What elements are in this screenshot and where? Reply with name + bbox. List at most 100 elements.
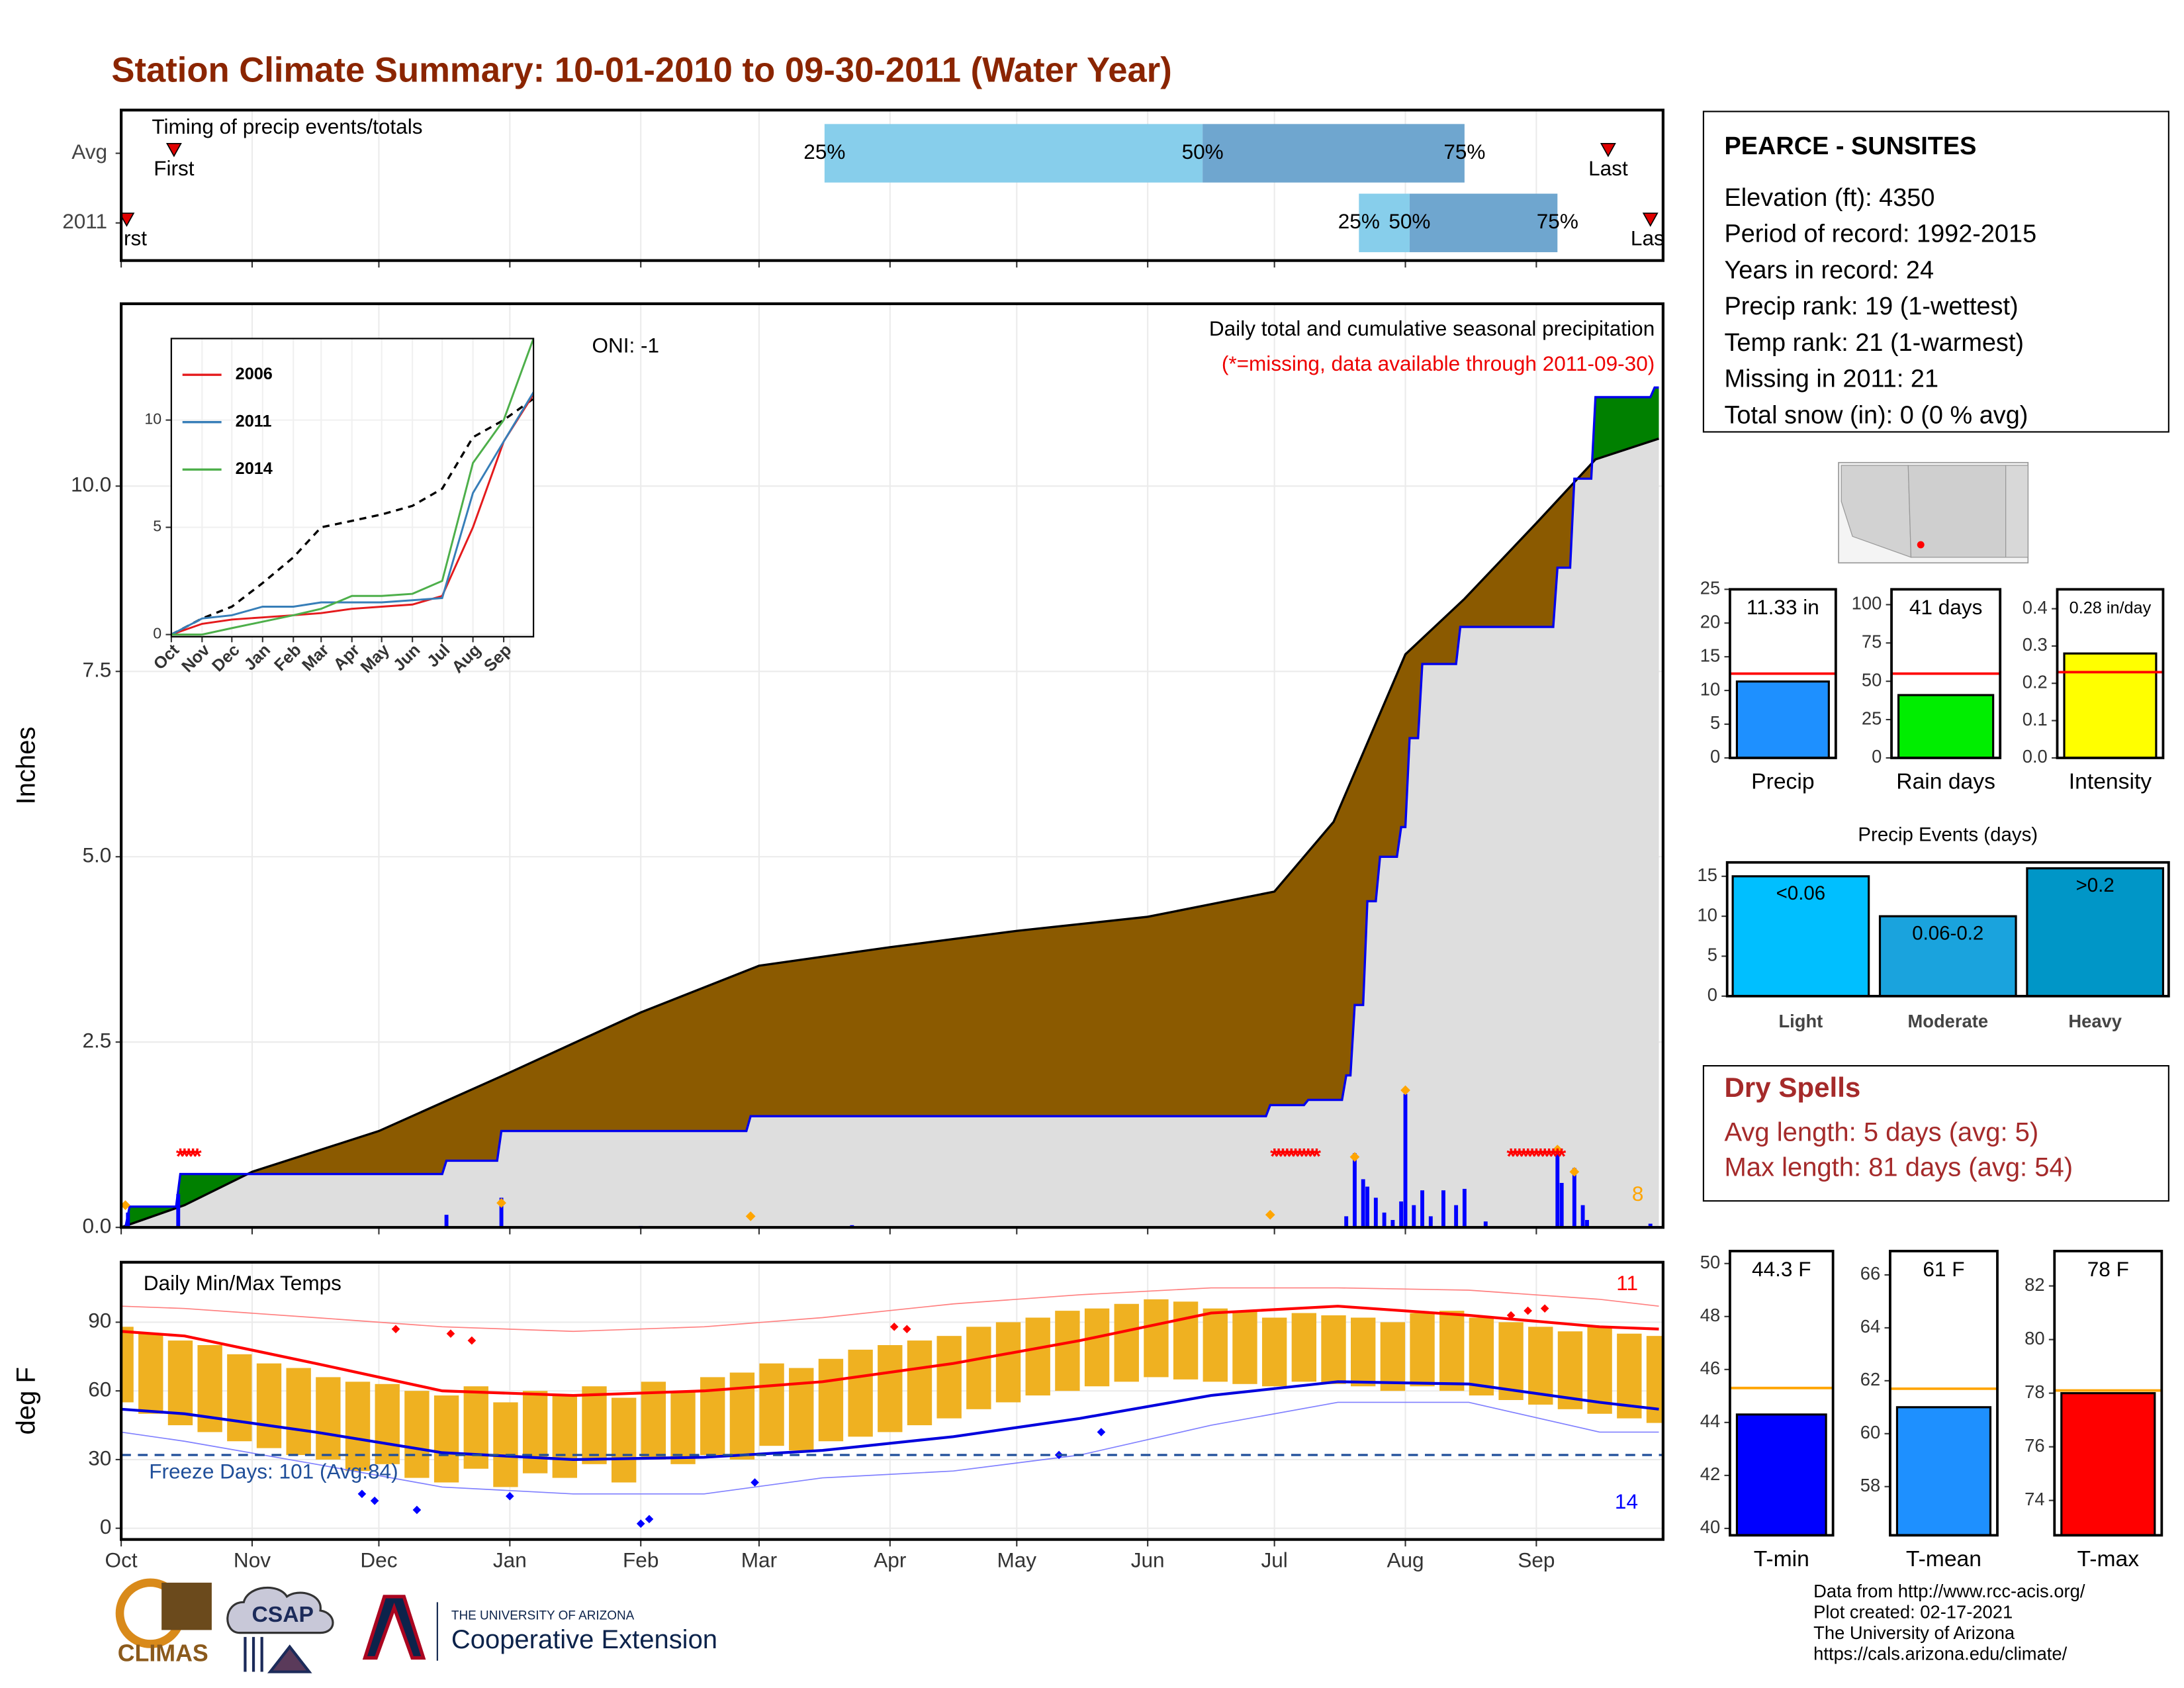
percent-label: 50%	[1182, 140, 1224, 164]
category-label: Light	[1778, 1011, 1823, 1031]
percent-label: 75%	[1537, 209, 1578, 233]
y-tick-label: 50	[1700, 1252, 1720, 1272]
series-line	[171, 338, 534, 636]
x-tick-label: Aug	[1387, 1548, 1424, 1572]
marker-label: First	[107, 226, 148, 250]
y-tick-label: 42	[1700, 1464, 1720, 1484]
missing-marker: *	[1295, 1145, 1304, 1169]
ua-logo	[362, 1595, 426, 1660]
missing-marker: *	[1515, 1145, 1524, 1169]
y-tick-label: 90	[88, 1309, 111, 1333]
value-label: >0.2	[2076, 874, 2115, 896]
temp-line	[121, 1401, 1659, 1495]
daily-precip-bar	[1462, 1188, 1467, 1228]
temp-range-bar	[966, 1327, 991, 1409]
x-tick-label: Jul	[1261, 1548, 1287, 1572]
temp-range-bar	[641, 1382, 666, 1460]
daily-precip-bar	[1441, 1190, 1445, 1228]
missing-marker: *	[1300, 1145, 1309, 1169]
daily-precip-bar	[1352, 1153, 1357, 1228]
station-line: Precip rank: 19 (1-wettest)	[1724, 293, 2018, 320]
y-tick-label: 5.0	[83, 843, 112, 867]
chart-subtitle: (*=missing, data available through 2011-…	[1222, 352, 1655, 375]
station-line: Total snow (in): 0 (0 % avg)	[1724, 401, 2028, 429]
temp-line	[121, 1380, 1659, 1462]
y-tick-label: 0.1	[2023, 709, 2048, 729]
temp-range-bar	[1351, 1317, 1376, 1387]
plot-frame	[1725, 861, 2170, 998]
timing-marker	[165, 142, 182, 158]
footer-line: Plot created: 02-17-2021	[1813, 1601, 2013, 1622]
page-title: Station Climate Summary: 10-01-2010 to 0…	[111, 50, 1171, 89]
logos: CLIMAS CSAP THE UNIVERSITY OF ARIZONA Co…	[115, 1578, 717, 1673]
legend-label: 2006	[236, 365, 273, 383]
daily-precip-bar	[126, 1212, 130, 1228]
series-line	[171, 391, 534, 635]
bar	[2063, 652, 2158, 759]
y-tick-label: 66	[1860, 1263, 1880, 1284]
temp-range-bar	[1114, 1303, 1139, 1382]
plot-body	[121, 1287, 1663, 1528]
y-tick-label: 0	[1707, 984, 1717, 1005]
y-tick-label: 62	[1860, 1369, 1880, 1389]
record-marker	[1540, 1304, 1549, 1313]
missing-marker: *	[185, 1145, 194, 1169]
temp-range-bar	[1025, 1317, 1050, 1396]
record-marker	[645, 1515, 654, 1524]
value-label: 44.3 F	[1752, 1257, 1811, 1281]
temp-range-bar	[1173, 1301, 1199, 1380]
temp-range-bar	[375, 1383, 400, 1464]
daily-precip-bar	[1580, 1205, 1585, 1228]
x-tick-label: Mar	[741, 1548, 777, 1572]
temp-range-bar	[227, 1354, 252, 1442]
y-tick-label: 10	[1698, 904, 1717, 925]
y-tick-label: 0.4	[2023, 597, 2048, 618]
missing-marker: *	[1304, 1145, 1313, 1169]
y-axis-label: Inches	[12, 727, 41, 805]
plot-frame	[1729, 588, 1837, 759]
x-tick-label: Apr	[874, 1548, 906, 1572]
climas-logo	[161, 1582, 212, 1630]
category-label: Rain days	[1896, 770, 1995, 794]
daily-precip-bar	[1555, 1153, 1560, 1228]
station-name: PEARCE - SUNSITES	[1724, 132, 1976, 160]
temp-line	[121, 1287, 1659, 1333]
temp-range-bar	[167, 1340, 193, 1426]
bar	[1897, 694, 1995, 759]
series-line	[171, 393, 534, 635]
y-tick-label: 80	[2025, 1328, 2044, 1348]
legend-label: 2011	[236, 412, 272, 430]
temp-range-bar	[345, 1382, 371, 1472]
temp-range-bar	[907, 1340, 933, 1426]
value-label: 0.28 in/day	[2070, 598, 2152, 617]
station-panel	[1702, 111, 2169, 433]
y-tick-label: 0	[1872, 746, 1882, 767]
missing-marker: *	[1511, 1145, 1520, 1169]
daily-precip-bar	[1361, 1179, 1365, 1228]
event-marker	[121, 1200, 130, 1210]
temp-range-bar	[582, 1386, 607, 1464]
y-tick-label: 30	[88, 1446, 111, 1470]
inset-body	[171, 338, 534, 636]
temp-range-bar	[1321, 1315, 1346, 1384]
plot-frame	[2056, 588, 2165, 759]
percent-label: 75%	[1443, 140, 1485, 164]
temp-range-bar	[286, 1368, 311, 1455]
temp-range-bar	[848, 1349, 873, 1437]
marker-label: First	[154, 156, 195, 180]
timeline-body: Timing of precip events/totals 25% 50% 75% F…	[107, 115, 1663, 252]
footer-line: Data from http://www.rcc-acis.org/	[1813, 1581, 2085, 1601]
event-marker	[496, 1197, 506, 1208]
missing-marker: *	[1507, 1145, 1516, 1169]
event-marker	[1569, 1166, 1580, 1177]
record-marker	[1524, 1306, 1532, 1315]
plot-frame	[2053, 1250, 2163, 1537]
y-tick-label: 100	[1852, 593, 1882, 614]
y-tick-label: 15	[1698, 865, 1717, 885]
y-tick-label: 7.5	[83, 658, 112, 682]
missing-marker: *	[1279, 1145, 1288, 1169]
avg-line	[171, 397, 534, 636]
daily-precip-bar	[1382, 1212, 1387, 1228]
